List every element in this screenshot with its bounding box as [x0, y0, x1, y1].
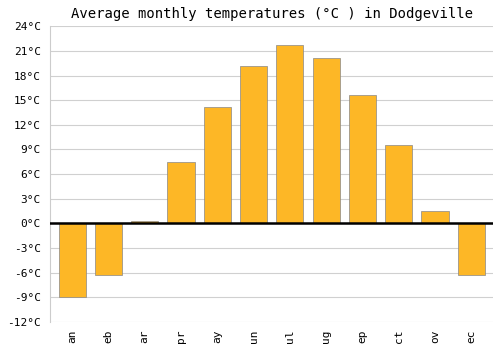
- Bar: [131, 221, 158, 223]
- Bar: [385, 145, 412, 223]
- Bar: [58, 223, 86, 297]
- Bar: [168, 162, 194, 223]
- Bar: [204, 107, 231, 223]
- Bar: [95, 223, 122, 275]
- Bar: [312, 58, 340, 223]
- Bar: [349, 95, 376, 223]
- Title: Average monthly temperatures (°C ) in Dodgeville: Average monthly temperatures (°C ) in Do…: [70, 7, 472, 21]
- Bar: [422, 211, 448, 223]
- Bar: [276, 45, 303, 223]
- Bar: [240, 66, 267, 223]
- Bar: [458, 223, 485, 275]
